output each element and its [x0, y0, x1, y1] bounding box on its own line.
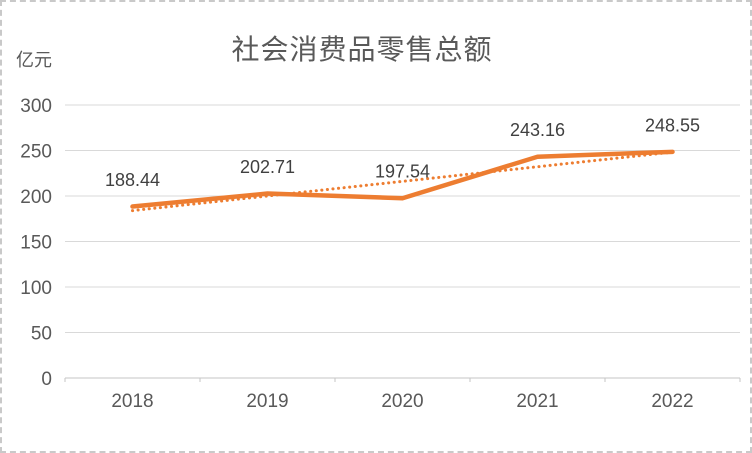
data-label-2019: 202.71: [240, 157, 295, 177]
data-label-2021: 243.16: [510, 120, 565, 140]
data-label-2022: 248.55: [645, 115, 700, 135]
x-category-label-2019: 2019: [246, 391, 288, 412]
trendline-dotted: [131, 150, 674, 213]
series-line: [130, 149, 675, 209]
y-axis-unit-label: 亿元: [16, 50, 52, 70]
y-tick-label-50: 50: [31, 324, 52, 345]
chart-title: 社会消费品零售总额: [231, 34, 493, 65]
y-tick-label-250: 250: [20, 142, 52, 163]
x-category-label-2021: 2021: [516, 391, 558, 412]
x-category-label-2018: 2018: [111, 391, 153, 412]
data-label-2018: 188.44: [105, 170, 160, 190]
y-tick-label-150: 150: [20, 233, 52, 254]
x-category-label-2022: 2022: [651, 391, 693, 412]
y-tick-label-0: 0: [41, 369, 52, 390]
y-tick-label-100: 100: [20, 278, 52, 299]
x-category-label-2020: 2020: [381, 391, 423, 412]
y-tick-label-200: 200: [20, 187, 52, 208]
data-label-2020: 197.54: [375, 162, 430, 182]
y-tick-label-300: 300: [20, 96, 52, 117]
